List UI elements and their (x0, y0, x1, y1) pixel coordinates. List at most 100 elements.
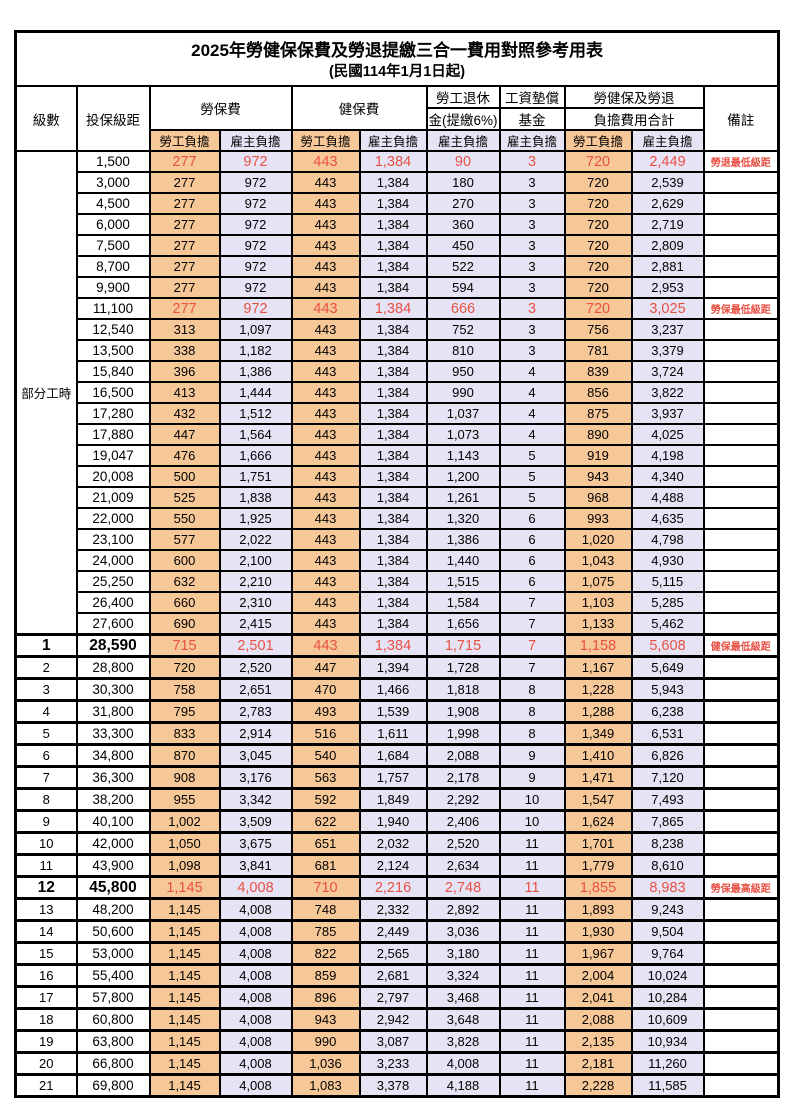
cell-bracket: 33,300 (75, 721, 151, 746)
cell-remark (702, 234, 780, 257)
cell-level: 1 (14, 633, 78, 658)
cell-value: 3,379 (630, 339, 705, 362)
cell-value: 4,008 (218, 875, 293, 900)
part-time-row: 4,500 277 972 443 1,384 270 3 720 2,629 (16, 192, 780, 215)
cell-value: 875 (563, 402, 633, 425)
cell-level: 6 (14, 743, 78, 768)
cell-value: 9 (498, 743, 566, 768)
cell-value: 277 (148, 213, 221, 236)
cell-value: 785 (290, 919, 361, 944)
cell-value: 720 (563, 234, 633, 257)
cell-bracket: 8,700 (75, 255, 151, 278)
cell-value: 3 (498, 276, 566, 299)
cell-level: 4 (14, 699, 78, 724)
cell-value: 748 (290, 897, 361, 922)
cell-value: 2,914 (218, 721, 293, 746)
cell-value: 1,584 (425, 591, 501, 614)
level-row: 21 69,800 1,145 4,008 1,083 3,378 4,188 11 2,228… (14, 1073, 780, 1098)
cell-bracket: 30,300 (75, 677, 151, 702)
cell-value: 3,237 (630, 318, 705, 341)
cell-value: 592 (290, 787, 361, 812)
cell-value: 3,180 (425, 941, 501, 966)
cell-level: 17 (14, 985, 78, 1010)
cell-value: 2,181 (563, 1051, 633, 1076)
cell-value: 443 (290, 234, 361, 257)
cell-remark (702, 941, 780, 966)
level-row: 17 57,800 1,145 4,008 896 2,797 3,468 11 2,041 10… (14, 985, 780, 1010)
part-time-row: 19,047 476 1,666 443 1,384 1,143 5 919 4,198 (16, 444, 780, 467)
cell-value: 11 (498, 1029, 566, 1054)
cell-value: 2,520 (218, 655, 293, 680)
cell-value: 1,779 (563, 853, 633, 878)
cell-remark (702, 444, 780, 467)
level-row: 3 30,300 758 2,651 470 1,466 1,818 8 1,228 5,943 (14, 677, 780, 702)
cell-value: 443 (290, 255, 361, 278)
part-time-row: 20,008 500 1,751 443 1,384 1,200 5 943 4,340 (16, 465, 780, 488)
cell-value: 2,088 (425, 743, 501, 768)
cell-value: 758 (148, 677, 221, 702)
cell-remark (702, 677, 780, 702)
cell-value: 1,384 (358, 402, 428, 425)
cell-value: 7 (498, 591, 566, 614)
cell-value: 1,083 (290, 1073, 361, 1098)
level-row: 19 63,800 1,145 4,008 990 3,087 3,828 11 2,135 10… (14, 1029, 780, 1054)
cell-value: 1,073 (425, 423, 501, 446)
cell-value: 660 (148, 591, 221, 614)
cell-value: 6 (498, 507, 566, 530)
cell-value: 5,649 (630, 655, 705, 680)
cell-value: 2,041 (563, 985, 633, 1010)
cell-value: 443 (290, 150, 361, 173)
level-row: 5 33,300 833 2,914 516 1,611 1,998 8 1,349 6,531 (14, 721, 780, 746)
cell-value: 2,748 (425, 875, 501, 900)
cell-value: 11,585 (630, 1073, 705, 1098)
cell-level: 21 (14, 1073, 78, 1098)
cell-value: 1,145 (148, 985, 221, 1010)
cell-value: 8 (498, 699, 566, 724)
cell-value: 6,238 (630, 699, 705, 724)
cell-value: 1,145 (148, 1007, 221, 1032)
cell-value: 3,025 (630, 297, 705, 320)
cell-value: 7 (498, 612, 566, 636)
cell-remark (702, 381, 780, 404)
cell-bracket: 22,000 (75, 507, 151, 530)
cell-remark (702, 549, 780, 572)
cell-value: 1,349 (563, 721, 633, 746)
cell-value: 5 (498, 465, 566, 488)
cell-remark: 勞退最低級距 (702, 150, 780, 173)
part-time-row: 24,000 600 2,100 443 1,384 1,440 6 1,043 4,930 (16, 549, 780, 572)
cell-value: 1,043 (563, 549, 633, 572)
cell-value: 2,406 (425, 809, 501, 834)
cell-value: 3,324 (425, 963, 501, 988)
cell-value: 3,036 (425, 919, 501, 944)
cell-value: 2,565 (358, 941, 428, 966)
header-remark: 備註 (702, 85, 780, 152)
cell-value: 1,908 (425, 699, 501, 724)
cell-value: 990 (290, 1029, 361, 1054)
cell-value: 2,783 (218, 699, 293, 724)
cell-value: 1,384 (358, 150, 428, 173)
cell-value: 10 (498, 787, 566, 812)
cell-level: 18 (14, 1007, 78, 1032)
fee-comparison-table: 2025年勞健保保費及勞退提繳三合一費用對照參考用表 (民國114年1月1日起)… (14, 30, 781, 1098)
cell-value: 1,471 (563, 765, 633, 790)
cell-value: 1,838 (218, 486, 293, 509)
cell-value: 1,967 (563, 941, 633, 966)
cell-value: 710 (290, 875, 361, 900)
level-row: 7 36,300 908 3,176 563 1,757 2,178 9 1,471 7,120 (14, 765, 780, 790)
cell-remark (702, 853, 780, 878)
cell-value: 2,797 (358, 985, 428, 1010)
cell-bracket: 11,100 (75, 297, 151, 320)
cell-value: 1,684 (358, 743, 428, 768)
cell-value: 10,284 (630, 985, 705, 1010)
cell-value: 972 (218, 255, 293, 278)
cell-value: 781 (563, 339, 633, 362)
cell-bracket: 53,000 (75, 941, 151, 966)
cell-bracket: 28,800 (75, 655, 151, 680)
page-subtitle: (民國114年1月1日起) (328, 63, 466, 80)
cell-value: 9 (498, 765, 566, 790)
cell-level: 15 (14, 941, 78, 966)
cell-value: 3 (498, 318, 566, 341)
cell-value: 2,681 (358, 963, 428, 988)
cell-value: 1,394 (358, 655, 428, 680)
